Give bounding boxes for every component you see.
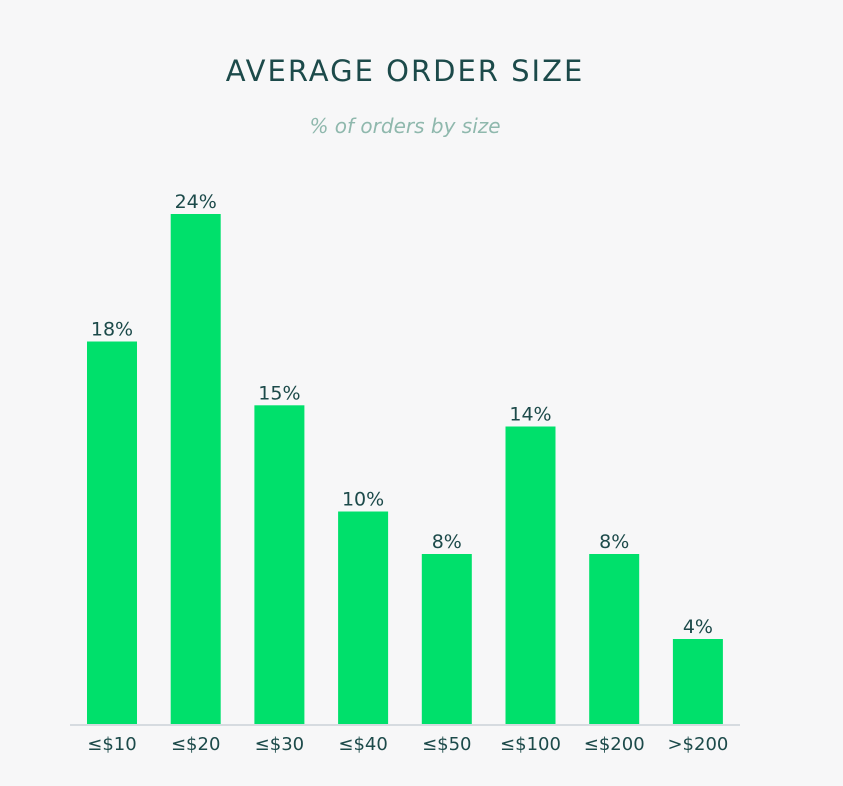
tick-label-4: ≤$40 [338, 734, 387, 755]
chart-title: AVERAGE ORDER SIZE [225, 54, 585, 88]
tick-label-6: ≤$100 [500, 734, 561, 755]
chart-subtitle: % of orders by size [309, 114, 501, 138]
data-label-4: 10% [342, 489, 384, 511]
data-label-8: 4% [683, 616, 713, 638]
bar-8 [672, 639, 723, 724]
bar-1 [87, 341, 137, 724]
tick-label-3: ≤$30 [255, 734, 304, 755]
bars-group [87, 214, 723, 725]
bar-5 [421, 554, 472, 724]
tick-label-1: ≤$10 [87, 734, 136, 755]
bar-7 [589, 554, 640, 724]
data-label-5: 8% [432, 531, 462, 553]
data-label-2: 24% [175, 191, 217, 213]
tick-label-8: >$200 [667, 734, 728, 755]
data-label-6: 14% [509, 404, 551, 426]
tick-label-2: ≤$20 [171, 734, 220, 755]
data-labels-group: 18% 24% 15% 10% 8% 14% 8% 4% [91, 191, 713, 638]
bar-2 [170, 214, 221, 724]
data-label-3: 15% [258, 382, 300, 404]
tick-label-5: ≤$50 [422, 734, 471, 755]
bar-3 [254, 405, 305, 725]
tick-labels-group: ≤$10 ≤$20 ≤$30 ≤$40 ≤$50 ≤$100 ≤$200 >$200 [87, 734, 728, 755]
data-label-1: 18% [91, 319, 133, 341]
bar-6 [505, 426, 556, 724]
bar-4 [338, 511, 389, 724]
data-label-7: 8% [599, 531, 629, 553]
tick-label-7: ≤$200 [584, 734, 645, 755]
